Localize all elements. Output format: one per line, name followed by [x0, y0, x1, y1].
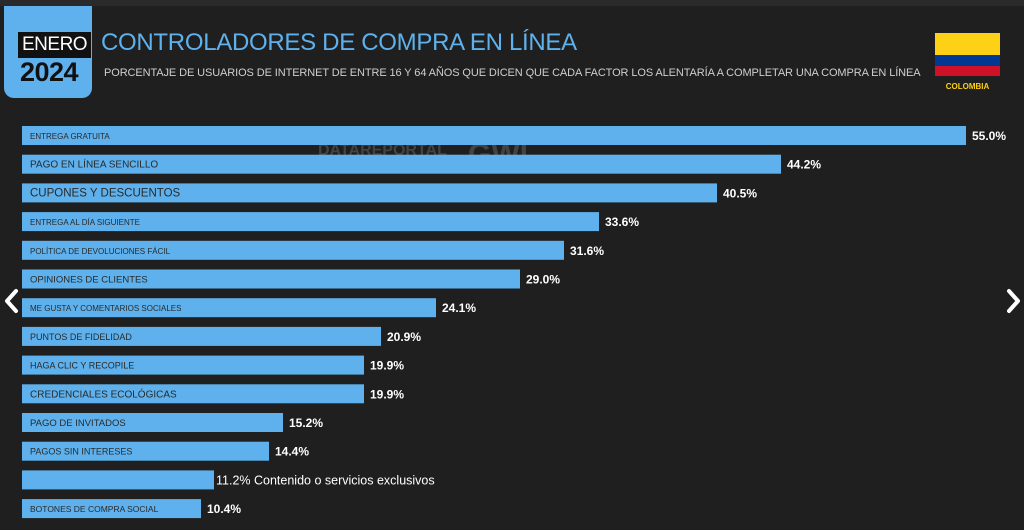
colombia-flag-icon	[935, 33, 1000, 76]
value-label: 31.6%	[570, 244, 604, 258]
category-label: ENTREGA AL DÍA SIGUIENTE	[30, 218, 140, 227]
bar	[22, 240, 564, 260]
bar	[22, 298, 436, 318]
bar	[22, 154, 781, 174]
bar-group: OPINIONES DE CLIENTES 29.0%	[22, 269, 560, 289]
value-label: 55.0%	[972, 129, 1006, 143]
bar	[22, 269, 520, 289]
value-label: 10.4%	[207, 502, 241, 516]
bar	[22, 126, 966, 145]
value-label: 15.2%	[289, 416, 323, 430]
bar-group: BOTONES DE COMPRA SOCIAL 10.4%	[22, 499, 241, 519]
bar	[22, 384, 364, 404]
value-label: 29.0%	[526, 273, 560, 287]
chevron-left-icon	[5, 289, 18, 313]
bar	[22, 183, 717, 203]
value-label: 24.1%	[442, 301, 476, 315]
value-label: 19.9%	[370, 387, 404, 401]
category-label: BOTONES DE COMPRA SOCIAL	[30, 504, 159, 514]
category-label: PAGO EN LÍNEA SENCILLO	[30, 158, 158, 171]
bar	[22, 413, 283, 432]
bar-group: ME GUSTA Y COMENTARIOS SOCIALES 24.1%	[22, 298, 476, 318]
top-strip	[0, 0, 1024, 6]
page-subtitle: PORCENTAJE DE USUARIOS DE INTERNET DE EN…	[104, 67, 921, 79]
bar-group: HAGA CLIC Y RECOPILE 19.9%	[22, 355, 404, 375]
bar	[22, 470, 214, 490]
bar	[22, 441, 269, 461]
year-label: 2024	[20, 57, 79, 87]
category-label: PAGOS SIN INTERESES	[30, 447, 132, 457]
prev-slide-button[interactable]	[0, 282, 22, 320]
month-label: ENERO	[18, 32, 92, 58]
bar-group: ENTREGA GRATUITA 55.0%	[22, 126, 1006, 145]
category-label: PAGO DE INVITADOS	[30, 418, 126, 429]
country-label: COLOMBIA	[945, 82, 990, 91]
category-label: OPINIONES DE CLIENTES	[30, 275, 148, 286]
value-and-category-label: 11.2% Contenido o servicios exclusivos	[216, 473, 435, 487]
date-badge: ENERO 2024	[4, 6, 92, 98]
bar-group: CREDENCIALES ECOLÓGICAS 19.9%	[22, 384, 404, 404]
bar-group: PAGOS SIN INTERESES 14.4%	[22, 441, 309, 461]
bar	[22, 212, 599, 232]
bar	[22, 326, 381, 346]
value-label: 19.9%	[370, 359, 404, 373]
chevron-right-icon	[1007, 289, 1020, 313]
bar-group: POLÍTICA DE DEVOLUCIONES FÁCIL 31.6%	[22, 240, 604, 260]
bar-group: PAGO EN LÍNEA SENCILLO 44.2%	[22, 154, 821, 174]
bar-group: PUNTOS DE FIDELIDAD 20.9%	[22, 326, 421, 346]
value-label: 40.5%	[723, 186, 757, 200]
page-title: CONTROLADORES DE COMPRA EN LÍNEA	[101, 29, 577, 56]
category-label: CUPONES Y DESCUENTOS	[30, 187, 181, 199]
bar-group: CUPONES Y DESCUENTOS 40.5%	[22, 183, 757, 203]
next-slide-button[interactable]	[1003, 282, 1024, 320]
bar-group: PAGO DE INVITADOS 15.2%	[22, 413, 323, 432]
category-label: ENTREGA GRATUITA	[30, 132, 110, 141]
value-label: 33.6%	[605, 215, 639, 229]
bar-group: ENTREGA AL DÍA SIGUIENTE 33.6%	[22, 212, 639, 232]
value-label: 20.9%	[387, 330, 421, 344]
bar	[22, 499, 201, 519]
bar-group: 11.2% Contenido o servicios exclusivos	[22, 470, 435, 490]
category-label: HAGA CLIC Y RECOPILE	[30, 361, 134, 371]
category-label: POLÍTICA DE DEVOLUCIONES FÁCIL	[30, 247, 171, 256]
category-label: CREDENCIALES ECOLÓGICAS	[30, 387, 177, 400]
category-label: ME GUSTA Y COMENTARIOS SOCIALES	[30, 304, 181, 313]
value-label: 14.4%	[275, 445, 309, 459]
bar	[22, 355, 364, 375]
value-label: 44.2%	[787, 158, 821, 172]
category-label: PUNTOS DE FIDELIDAD	[30, 332, 132, 342]
